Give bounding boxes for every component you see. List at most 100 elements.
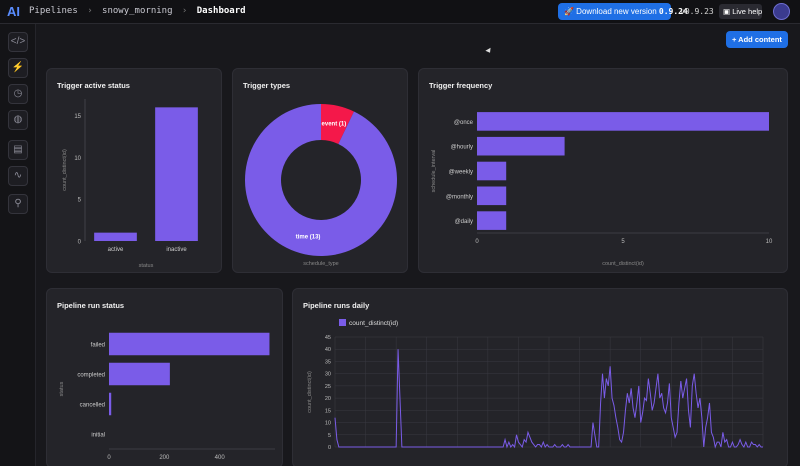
legend-swatch — [339, 319, 346, 326]
y-tick-label: @monthly — [446, 194, 473, 200]
code-icon: </> — [10, 36, 26, 47]
download-new-version-button[interactable]: 🚀 Download new version 0.9.24 — [558, 3, 688, 20]
y-tick-label: @hourly — [451, 145, 473, 151]
pie-slice — [245, 104, 397, 256]
pulse-icon: ∿ — [13, 170, 23, 181]
mage-logo[interactable]: AI — [7, 4, 20, 19]
x-tick-label: inactive — [166, 247, 187, 253]
card-title: Pipeline run status — [57, 301, 125, 310]
live-help-button[interactable]: ▣ Live help — [719, 4, 762, 19]
x-tick-label: active — [108, 247, 124, 253]
add-content-button[interactable]: + Add content — [726, 31, 788, 48]
y-tick-label: 0 — [78, 240, 82, 246]
y-axis-label: schedule_interval — [431, 150, 437, 193]
breadcrumb-pipeline[interactable]: snowy_morning — [102, 6, 173, 16]
y-tick-label: 15 — [325, 408, 331, 414]
y-tick-label: 30 — [325, 372, 331, 378]
download-version: 0.9.24 — [658, 7, 688, 16]
pie-slice — [321, 104, 354, 144]
globe-icon: ◍ — [13, 114, 23, 125]
breadcrumb-current: Dashboard — [196, 6, 246, 16]
key-icon: ⚲ — [14, 198, 22, 209]
card-trigger-frequency: Trigger frequency @once @hourly @weekly @mo… — [418, 68, 788, 273]
sidebar-item-secrets[interactable]: ⚲ — [8, 194, 28, 214]
trigger-active-status-chart: 0 5 10 15 count_distinct(id)active inactive st… — [62, 99, 198, 269]
breadcrumb-pipelines[interactable]: Pipelines — [29, 6, 78, 16]
y-tick-label: 45 — [325, 335, 331, 341]
y-tick-label: @daily — [455, 219, 473, 225]
y-tick-label: 15 — [74, 114, 81, 120]
bar — [109, 392, 112, 416]
trigger-frequency-chart: @once @hourly @weekly @monthly @daily 0 5 10 cou… — [431, 112, 773, 267]
card-title: Trigger active status — [57, 81, 130, 90]
bar — [477, 161, 507, 181]
y-axis-label: status — [59, 381, 65, 396]
current-version: v0.9.23 — [680, 7, 714, 16]
sidebar-item-runs[interactable]: ◷ — [8, 84, 28, 104]
bar — [477, 136, 565, 156]
y-axis-label: count_distinct(id) — [62, 149, 68, 191]
y-tick-label: 35 — [325, 359, 331, 365]
live-help-label: Live help — [732, 7, 763, 16]
slice-label: event (1) — [322, 121, 347, 127]
sidebar-item-triggers[interactable]: ⚡ — [8, 58, 28, 78]
sidebar-item-code[interactable]: </> — [8, 32, 28, 52]
trigger-types-chart: event (1) time (13) schedule_type — [245, 104, 397, 267]
y-tick-label: failed — [91, 343, 105, 349]
y-tick-label: completed — [77, 373, 105, 379]
chevron-right-icon: › — [87, 6, 93, 16]
x-tick-label: 400 — [215, 455, 226, 461]
bar — [477, 112, 769, 131]
card-trigger-active-status: Trigger active status 0 5 10 15 count_distin… — [46, 68, 222, 273]
legend-label: count_distinct(id) — [349, 320, 398, 327]
x-tick-label: 5 — [621, 239, 625, 245]
y-tick-label: 25 — [325, 384, 331, 390]
pipeline-run-status-chart: failed completed cancelled initial 0 200 400 st… — [59, 332, 275, 461]
x-axis-label: count_distinct(id) — [602, 261, 644, 267]
sidebar-item-logs[interactable]: ▤ — [8, 140, 28, 160]
y-tick-label: initial — [91, 433, 105, 439]
clock-icon: ◷ — [13, 88, 23, 99]
bar — [94, 232, 137, 241]
sidebar-item-backfills[interactable]: ◍ — [8, 110, 28, 130]
sidebar: </> ⚡ ◷ ◍ ▤ ∿ ⚲ — [0, 24, 36, 466]
series-line — [334, 349, 763, 449]
y-tick-label: 5 — [328, 433, 331, 439]
x-tick-label: 10 — [766, 239, 773, 245]
card-pipeline-run-status: Pipeline run status failed completed cance… — [46, 288, 283, 466]
breadcrumb: Pipelines › snowy_morning › Dashboard — [29, 6, 246, 17]
y-tick-label: 5 — [78, 198, 82, 204]
x-axis-label: status — [139, 263, 154, 269]
download-label: 🚀 Download new version — [564, 7, 657, 16]
bar — [109, 332, 270, 356]
y-tick-label: @weekly — [449, 170, 473, 176]
file-icon: ▤ — [13, 144, 23, 155]
y-tick-label: 10 — [325, 421, 331, 427]
x-tick-label: 0 — [107, 455, 111, 461]
card-pipeline-runs-daily: Pipeline runs daily 0 5 10 15 20 25 30 35 40 45 co… — [292, 288, 788, 466]
bar — [477, 186, 507, 206]
card-title: Trigger frequency — [429, 81, 493, 90]
y-tick-label: 40 — [325, 347, 331, 353]
top-bar: AI Pipelines › snowy_morning › Dashboard… — [0, 0, 800, 24]
mouse-cursor — [485, 47, 493, 55]
lightning-icon: ⚡ — [11, 62, 25, 73]
y-tick-label: 20 — [325, 396, 331, 402]
chat-icon: ▣ — [723, 7, 731, 16]
pipeline-runs-daily-chart: 051015202530354045count_distinct(id)coun… — [307, 319, 764, 451]
y-tick-label: @once — [454, 120, 474, 126]
avatar[interactable] — [773, 3, 790, 20]
y-tick-label: 0 — [328, 445, 331, 451]
y-tick-label: cancelled — [80, 403, 105, 409]
chevron-right-icon: › — [181, 6, 188, 16]
bar — [477, 211, 507, 230]
card-trigger-types: Trigger types event (1) time (13) schedule… — [232, 68, 408, 273]
x-axis-label: schedule_type — [303, 261, 338, 267]
x-tick-label: 0 — [475, 239, 479, 245]
card-title: Pipeline runs daily — [303, 301, 370, 310]
card-title: Trigger types — [243, 81, 291, 90]
sidebar-item-monitor[interactable]: ∿ — [8, 166, 28, 186]
y-axis-label: count_distinct(id) — [307, 371, 313, 413]
bar — [155, 107, 198, 241]
y-tick-label: 10 — [74, 156, 81, 162]
